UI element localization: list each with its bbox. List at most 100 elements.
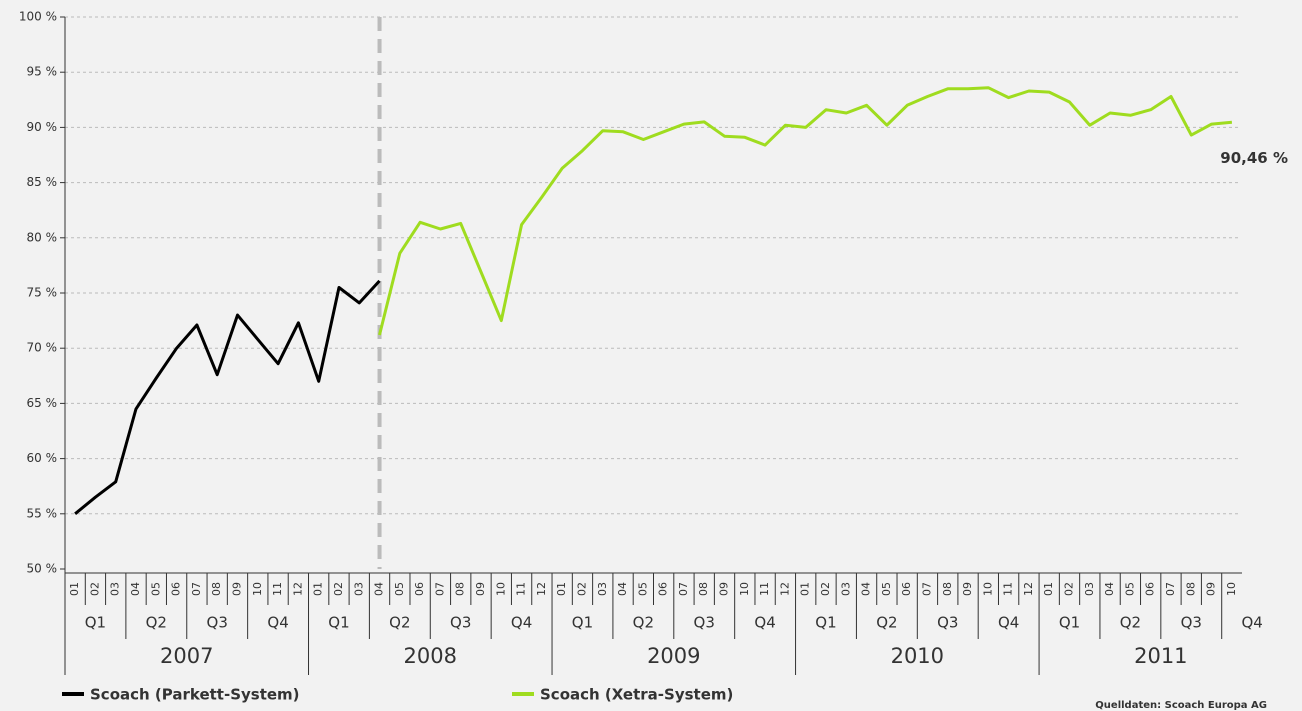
month-label: 11 (515, 582, 528, 596)
year-label: 2009 (647, 644, 700, 668)
quarter-label: Q4 (267, 614, 288, 632)
series-line (74, 279, 381, 515)
quarter-label: Q4 (754, 614, 775, 632)
month-label: 01 (555, 582, 568, 596)
month-label: 09 (474, 582, 487, 596)
month-label: 05 (393, 582, 406, 596)
year-label: 2010 (891, 644, 944, 668)
month-label: 11 (1002, 582, 1015, 596)
month-label: 09 (718, 582, 731, 596)
y-tick-label: 60 % (27, 451, 58, 465)
month-label: 07 (433, 582, 446, 596)
quarter-label: Q2 (146, 614, 167, 632)
month-label: 03 (109, 582, 122, 596)
quarter-label: Q3 (694, 614, 715, 632)
quarter-label: Q1 (572, 614, 593, 632)
month-label: 12 (291, 582, 304, 596)
month-label: 12 (1022, 582, 1035, 596)
quarter-label: Q3 (207, 614, 228, 632)
month-label: 08 (941, 582, 954, 596)
month-label: 12 (535, 582, 548, 596)
month-label: 09 (1205, 582, 1218, 596)
quarter-label: Q1 (1059, 614, 1080, 632)
month-label: 03 (839, 582, 852, 596)
y-tick-label: 85 % (27, 175, 58, 189)
month-label: 01 (68, 582, 81, 596)
y-tick-label: 95 % (27, 65, 58, 79)
y-tick-label: 90 % (27, 120, 58, 134)
month-label: 06 (170, 582, 183, 596)
year-label: 2008 (404, 644, 457, 668)
month-label: 01 (1042, 582, 1055, 596)
y-tick-label: 55 % (27, 506, 58, 520)
year-label: 2007 (160, 644, 213, 668)
source: Quelldaten: Scoach Europa AG (1095, 700, 1267, 711)
y-tick-label: 50 % (27, 562, 58, 576)
month-label: 10 (738, 582, 751, 596)
y-tick-label: 65 % (27, 396, 58, 410)
y-tick-label: 70 % (27, 341, 58, 355)
month-label: 06 (413, 582, 426, 596)
quarter-label: Q3 (450, 614, 471, 632)
month-label: 10 (494, 582, 507, 596)
month-label: 11 (758, 582, 771, 596)
month-label: 10 (981, 582, 994, 596)
quarter-label: Q1 (815, 614, 836, 632)
quarter-label: Q4 (511, 614, 532, 632)
month-label: 08 (210, 582, 223, 596)
month-label: 04 (373, 582, 386, 596)
month-label: 08 (454, 582, 467, 596)
month-label: 03 (352, 582, 365, 596)
quarter-label: Q2 (389, 614, 410, 632)
quarter-label: Q1 (328, 614, 349, 632)
month-label: 02 (819, 582, 832, 596)
quarter-label: Q2 (633, 614, 654, 632)
quarter-label: Q3 (1181, 614, 1202, 632)
legend-label: Scoach (Parkett-System) (90, 686, 300, 704)
month-label: 10 (251, 582, 264, 596)
month-label: 02 (332, 582, 345, 596)
month-label: 02 (1063, 582, 1076, 596)
quarter-label: Q1 (85, 614, 106, 632)
month-label: 05 (636, 582, 649, 596)
month-label: 06 (900, 582, 913, 596)
month-label: 10 (1225, 582, 1238, 596)
quarter-label: Q2 (876, 614, 897, 632)
month-label: 11 (271, 582, 284, 596)
month-label: 05 (1123, 582, 1136, 596)
quarter-label: Q4 (1241, 614, 1262, 632)
month-label: 06 (657, 582, 670, 596)
series-line (378, 86, 1233, 336)
month-label: 05 (880, 582, 893, 596)
month-label: 04 (1103, 582, 1116, 596)
month-label: 01 (799, 582, 812, 596)
month-label: 09 (961, 582, 974, 596)
quarter-label: Q4 (998, 614, 1019, 632)
month-label: 01 (312, 582, 325, 596)
month-label: 04 (860, 582, 873, 596)
y-tick-label: 75 % (27, 286, 58, 300)
month-label: 07 (677, 582, 690, 596)
month-label: 03 (596, 582, 609, 596)
y-tick-label: 100 % (19, 10, 57, 24)
month-label: 04 (129, 582, 142, 596)
legend-label: Scoach (Xetra-System) (540, 686, 733, 704)
value-label: 90,46 % (1220, 149, 1288, 167)
month-label: 02 (575, 582, 588, 596)
month-label: 04 (616, 582, 629, 596)
month-label: 02 (88, 582, 101, 596)
y-tick-label: 80 % (27, 230, 58, 244)
month-label: 07 (920, 582, 933, 596)
month-label: 09 (230, 582, 243, 596)
year-label: 2011 (1134, 644, 1187, 668)
month-label: 08 (697, 582, 710, 596)
month-label: 08 (1184, 582, 1197, 596)
month-label: 07 (190, 582, 203, 596)
month-label: 03 (1083, 582, 1096, 596)
month-label: 12 (778, 582, 791, 596)
quarter-label: Q2 (1120, 614, 1141, 632)
month-label: 05 (149, 582, 162, 596)
quarter-label: Q3 (937, 614, 958, 632)
month-label: 07 (1164, 582, 1177, 596)
